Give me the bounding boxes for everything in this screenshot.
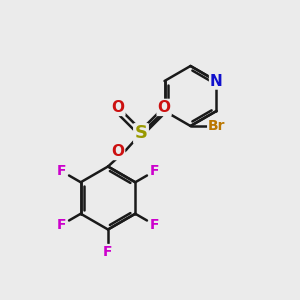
Text: F: F (150, 218, 160, 232)
Text: Br: Br (208, 119, 226, 133)
Text: N: N (210, 74, 223, 88)
Text: S: S (134, 124, 148, 142)
Text: O: O (111, 100, 124, 115)
Text: F: F (56, 218, 66, 232)
Text: F: F (150, 164, 160, 178)
Text: F: F (103, 245, 113, 259)
Text: O: O (111, 144, 124, 159)
Text: F: F (56, 164, 66, 178)
Text: O: O (158, 100, 171, 115)
